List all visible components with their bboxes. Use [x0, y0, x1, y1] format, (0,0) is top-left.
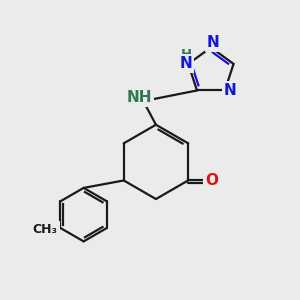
Text: NH: NH [127, 90, 152, 105]
Text: N: N [207, 34, 220, 50]
Text: N: N [180, 56, 192, 71]
Text: CH₃: CH₃ [32, 223, 58, 236]
Text: O: O [206, 173, 218, 188]
Text: N: N [224, 83, 237, 98]
Text: H: H [180, 49, 191, 62]
